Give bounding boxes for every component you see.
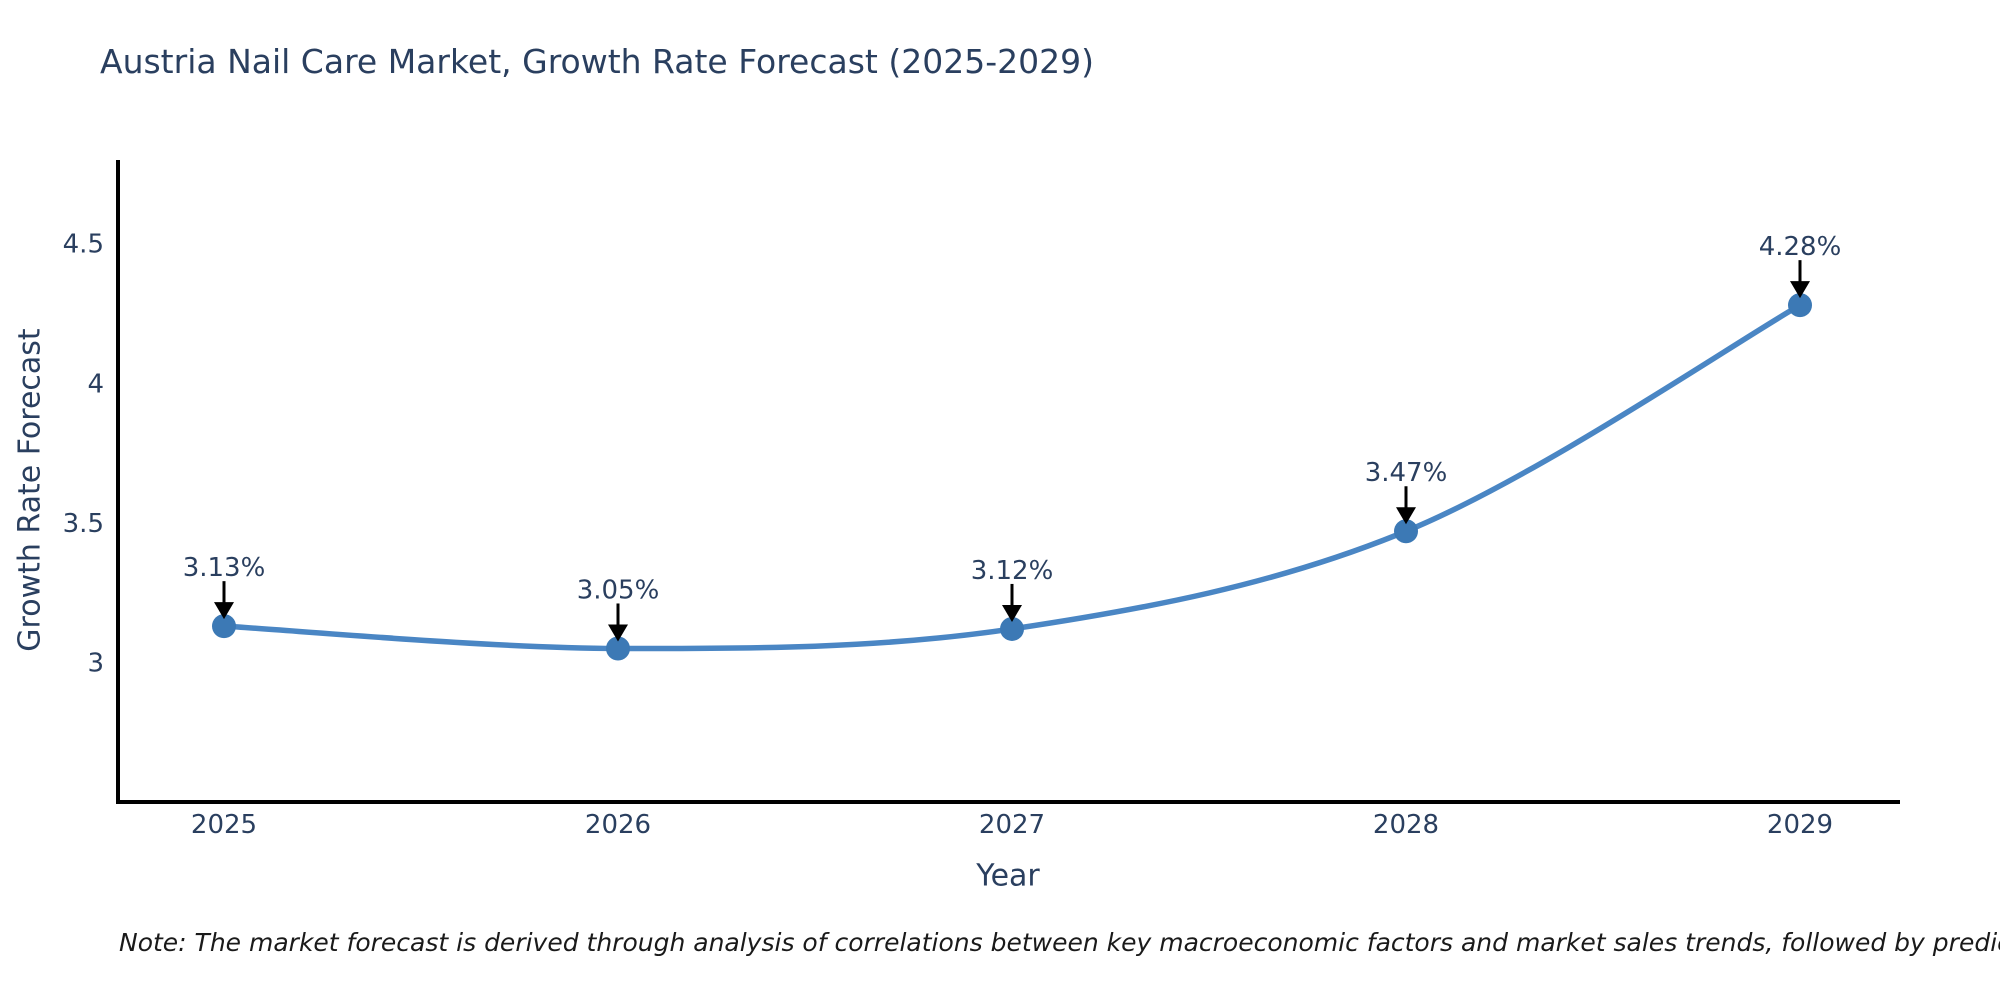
data-point-value-label: 3.05% xyxy=(577,575,660,605)
data-point-value-label: 3.47% xyxy=(1365,458,1448,488)
annotation-arrowhead-icon xyxy=(1002,604,1022,622)
x-tick-label: 2025 xyxy=(191,810,257,840)
x-tick-label: 2026 xyxy=(585,810,651,840)
data-point-marker xyxy=(1788,293,1812,318)
data-point-marker xyxy=(606,636,630,661)
x-axis-title: Year xyxy=(976,858,1040,894)
annotation-arrowhead-icon xyxy=(1396,507,1416,525)
data-point-marker xyxy=(1394,519,1418,544)
y-tick-label: 4 xyxy=(87,369,104,399)
chart-footnote: Note: The market forecast is derived thr… xyxy=(119,928,2000,957)
annotation-arrowhead-icon xyxy=(1790,281,1810,299)
y-tick-label: 3 xyxy=(87,648,104,678)
data-point-marker xyxy=(212,614,236,639)
data-point-value-label: 4.28% xyxy=(1759,232,1842,262)
data-point-value-label: 3.13% xyxy=(183,553,266,583)
x-tick-label: 2027 xyxy=(979,810,1045,840)
x-tick-label: 2028 xyxy=(1373,810,1439,840)
x-tick-label: 2029 xyxy=(1767,810,1833,840)
annotation-arrowhead-icon xyxy=(214,602,234,620)
data-point-value-label: 3.12% xyxy=(971,556,1054,586)
data-point-marker xyxy=(1000,616,1024,641)
y-tick-label: 3.5 xyxy=(63,509,104,539)
y-tick-label: 4.5 xyxy=(63,230,104,260)
annotation-arrowhead-icon xyxy=(608,624,628,642)
chart-title: Austria Nail Care Market, Growth Rate Fo… xyxy=(100,42,1094,81)
